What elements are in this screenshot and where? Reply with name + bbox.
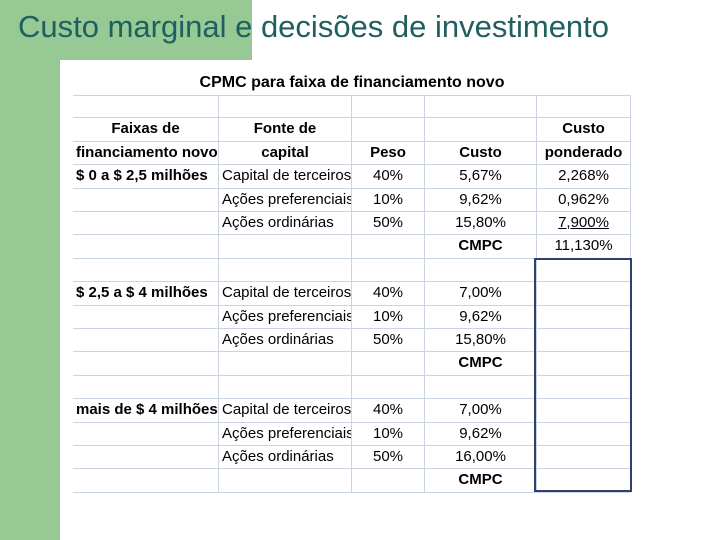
empty-cell: [352, 258, 425, 283]
empty-cell: [425, 375, 537, 400]
weight-value: 40%: [352, 282, 425, 306]
weight-value: 40%: [352, 165, 425, 189]
empty-cell: [73, 422, 219, 446]
header-faixas: financiamento novo: [73, 141, 219, 166]
empty-cell: [352, 469, 425, 493]
cmpc-label: CMPC: [425, 235, 537, 259]
empty-cell: [425, 118, 537, 142]
cost-value: 7,00%: [425, 282, 537, 306]
range-label: $ 0 a $ 2,5 milhões: [73, 165, 219, 189]
empty-cell: [219, 352, 352, 376]
header-fonte: Fonte de: [219, 118, 352, 142]
range-label: $ 2,5 a $ 4 milhões: [73, 282, 219, 306]
weighted-cost-value: 2,268%: [537, 165, 631, 189]
empty-cell: [219, 469, 352, 493]
left-accent-bar: [0, 0, 60, 540]
cost-value: 16,00%: [425, 446, 537, 470]
capital-source: Ações preferenciais: [219, 422, 352, 446]
empty-cell: [73, 329, 219, 353]
weight-value: 10%: [352, 422, 425, 446]
weight-value: 10%: [352, 305, 425, 329]
weight-value: 40%: [352, 399, 425, 423]
cost-value: 9,62%: [425, 188, 537, 212]
weight-value: 50%: [352, 212, 425, 236]
capital-source: Capital de terceiros: [219, 282, 352, 306]
empty-cell: [219, 235, 352, 259]
empty-cell: [73, 446, 219, 470]
slide-title: Custo marginal e decisões de investiment…: [18, 9, 610, 44]
spreadsheet-table: CPMC para faixa de financiamento novo Fa…: [73, 71, 631, 493]
highlight-box: [534, 258, 632, 492]
empty-cell: [219, 375, 352, 400]
weight-value: 50%: [352, 446, 425, 470]
cost-value: 5,67%: [425, 165, 537, 189]
empty-cell: [425, 95, 537, 119]
capital-source: Ações ordinárias: [219, 446, 352, 470]
empty-cell: [352, 95, 425, 119]
header-custo: Custo: [425, 141, 537, 166]
cost-value: 15,80%: [425, 212, 537, 236]
cmpc-label: CMPC: [425, 469, 537, 493]
empty-cell: [73, 375, 219, 400]
cost-value: 7,00%: [425, 399, 537, 423]
empty-cell: [219, 95, 352, 119]
header-custo-ponderado: ponderado: [537, 141, 631, 166]
title-band: [252, 0, 720, 60]
weight-value: 50%: [352, 329, 425, 353]
capital-source: Ações ordinárias: [219, 329, 352, 353]
empty-cell: [73, 95, 219, 119]
capital-source: Capital de terceiros: [219, 399, 352, 423]
table-title: CPMC para faixa de financiamento novo: [73, 71, 631, 96]
empty-cell: [352, 235, 425, 259]
cmpc-label: CMPC: [425, 352, 537, 376]
top-accent-bar: [0, 0, 252, 60]
cost-value: 9,62%: [425, 422, 537, 446]
empty-cell: [73, 305, 219, 329]
empty-cell: [537, 95, 631, 119]
weighted-cost-value: 7,900%: [537, 212, 631, 236]
empty-cell: [352, 375, 425, 400]
weight-value: 10%: [352, 188, 425, 212]
empty-cell: [425, 258, 537, 283]
header-fonte: capital: [219, 141, 352, 166]
empty-cell: [73, 352, 219, 376]
cmpc-value: 11,130%: [537, 235, 631, 259]
empty-cell: [73, 235, 219, 259]
empty-cell: [73, 258, 219, 283]
range-label: mais de $ 4 milhões: [73, 399, 219, 423]
weighted-cost-value: 0,962%: [537, 188, 631, 212]
header-custo-ponderado: Custo: [537, 118, 631, 142]
capital-source: Capital de terceiros: [219, 165, 352, 189]
capital-source: Ações preferenciais: [219, 188, 352, 212]
empty-cell: [73, 469, 219, 493]
empty-cell: [352, 352, 425, 376]
cost-value: 15,80%: [425, 329, 537, 353]
header-faixas: Faixas de: [73, 118, 219, 142]
cost-value: 9,62%: [425, 305, 537, 329]
capital-source: Ações preferenciais: [219, 305, 352, 329]
capital-source: Ações ordinárias: [219, 212, 352, 236]
header-peso: Peso: [352, 141, 425, 166]
empty-cell: [219, 258, 352, 283]
empty-cell: [73, 188, 219, 212]
empty-cell: [352, 118, 425, 142]
empty-cell: [73, 212, 219, 236]
